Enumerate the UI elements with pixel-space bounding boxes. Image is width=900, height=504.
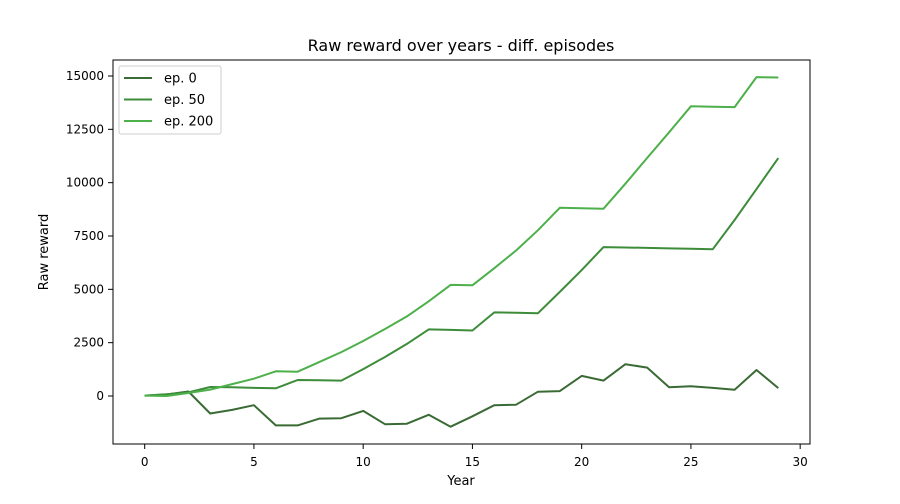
- y-tick-label: 12500: [66, 122, 104, 136]
- legend-label-2: ep. 200: [164, 115, 213, 130]
- y-tick-label: 7500: [73, 229, 104, 243]
- y-tick-label: 2500: [73, 336, 104, 350]
- y-axis-ticks: 0 2500 5000 7500 10000 12500 15000: [66, 69, 113, 403]
- legend: ep. 0 ep. 50 ep. 200: [118, 65, 222, 135]
- x-tick-label: 10: [356, 455, 371, 469]
- x-tick-label: 25: [683, 455, 698, 469]
- series-line-1: [144, 157, 780, 397]
- y-tick-label: 0: [96, 389, 104, 403]
- legend-items: ep. 0 ep. 50 ep. 200: [124, 72, 213, 130]
- series-line-0: [144, 363, 779, 428]
- legend-label-0: ep. 0: [164, 72, 197, 87]
- x-tick-label: 0: [141, 455, 149, 469]
- y-tick-label: 10000: [66, 176, 104, 190]
- legend-box: [118, 65, 222, 135]
- y-axis-label: Raw reward: [37, 214, 52, 291]
- series-layer: [144, 76, 780, 428]
- x-tick-label: 15: [465, 455, 480, 469]
- legend-label-1: ep. 50: [164, 93, 205, 108]
- x-axis-label: Year: [446, 474, 475, 489]
- chart-title: Raw reward over years - diff. episodes: [308, 36, 615, 55]
- plot-frame: [112, 59, 811, 445]
- x-tick-label: 20: [574, 455, 589, 469]
- x-tick-label: 30: [793, 455, 808, 469]
- x-axis-ticks: 0 5 10 15 20 25 30: [141, 444, 808, 469]
- x-tick-label: 5: [250, 455, 258, 469]
- plot-area: 0 5 10 15 20 25 30 0 2500 5000 7500 10000 12500 1500…: [66, 59, 811, 469]
- y-tick-label: 15000: [66, 69, 104, 83]
- y-tick-label: 5000: [73, 282, 104, 296]
- series-line-2: [144, 76, 779, 397]
